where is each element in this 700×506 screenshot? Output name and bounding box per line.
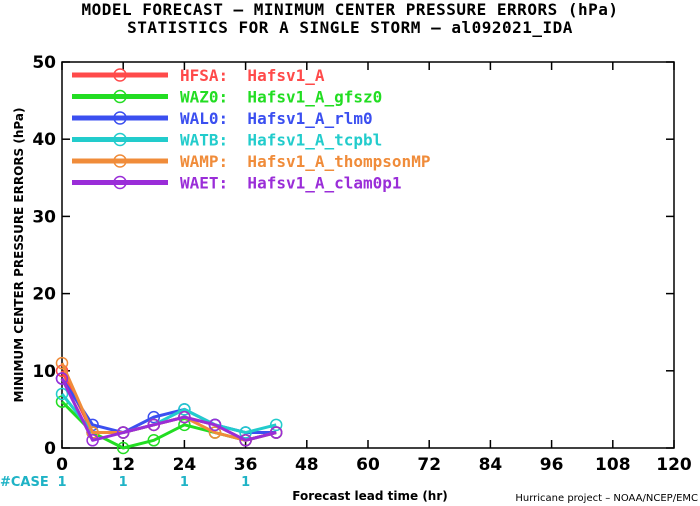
x-tick-label: 0 <box>56 455 68 475</box>
case-label: #CASE <box>0 475 49 490</box>
legend-swatch-marker <box>113 111 127 125</box>
case-count: 1 <box>57 475 66 490</box>
legend-swatch-marker <box>113 154 127 168</box>
data-point <box>269 418 283 432</box>
x-tick-label: 12 <box>111 455 135 475</box>
data-point <box>116 441 130 455</box>
chart-title: MODEL FORECAST – MINIMUM CENTER PRESSURE… <box>81 0 619 19</box>
y-tick-label: 30 <box>32 207 56 227</box>
x-tick-label: 120 <box>656 455 692 475</box>
y-tick-label: 40 <box>32 130 56 150</box>
data-point <box>147 410 161 424</box>
case-count: 1 <box>241 475 250 490</box>
data-point <box>178 403 191 416</box>
x-tick-label: 72 <box>417 455 441 475</box>
legend-swatch-marker <box>113 89 127 104</box>
x-axis-label: Forecast lead time (hr) <box>292 489 448 503</box>
legend-swatch-marker <box>113 68 127 82</box>
chart-subtitle: STATISTICS FOR A SINGLE STORM – al092021… <box>127 18 573 37</box>
y-tick-label: 10 <box>32 362 56 382</box>
legend-swatch-marker <box>113 132 127 147</box>
data-point <box>86 434 99 447</box>
legend-label: WAET: Hafsv1_A_clam0p1 <box>180 174 402 193</box>
x-tick-label: 48 <box>295 455 319 475</box>
case-count: 1 <box>119 475 128 490</box>
x-tick-label: 108 <box>595 455 631 475</box>
x-tick-label: 96 <box>540 455 564 475</box>
x-tick-label: 24 <box>173 455 197 475</box>
data-point <box>178 418 191 432</box>
legend-label: WAZ0: Hafsv1_A_gfsz0 <box>180 88 382 107</box>
data-point <box>55 387 69 401</box>
y-tick-label: 20 <box>32 285 56 305</box>
data-point <box>178 410 191 424</box>
data-point <box>239 426 252 439</box>
data-point <box>55 372 69 385</box>
y-tick-label: 50 <box>32 53 56 73</box>
credit-text: Hurricane project – NOAA/NCEP/EMC <box>515 493 698 504</box>
x-tick-label: 60 <box>356 455 380 475</box>
data-point <box>208 426 222 439</box>
data-point <box>55 356 69 370</box>
data-point <box>147 418 161 432</box>
y-axis-label: MINIMUM CENTER PRESSURE ERRORS (hPa) <box>12 108 26 403</box>
legend-swatch-marker <box>113 175 127 190</box>
series-line <box>60 362 277 442</box>
data-point <box>116 426 130 439</box>
data-point <box>208 418 222 432</box>
legend-label: WAL0: Hafsv1_A_rlm0 <box>180 109 373 128</box>
legend-label: HFSA: Hafsv1_A <box>180 66 325 85</box>
data-point <box>147 434 161 447</box>
x-tick-label: 36 <box>234 455 258 475</box>
y-tick-label: 0 <box>44 439 56 459</box>
data-point <box>239 434 252 447</box>
x-tick-label: 84 <box>479 455 503 475</box>
legend-label: WAMP: Hafsv1_A_thompsonMP <box>180 152 430 171</box>
data-point <box>269 426 283 439</box>
case-count: 1 <box>180 475 189 490</box>
legend-label: WATB: Hafsv1_A_tcpbl <box>180 131 382 150</box>
series-line <box>60 377 277 435</box>
